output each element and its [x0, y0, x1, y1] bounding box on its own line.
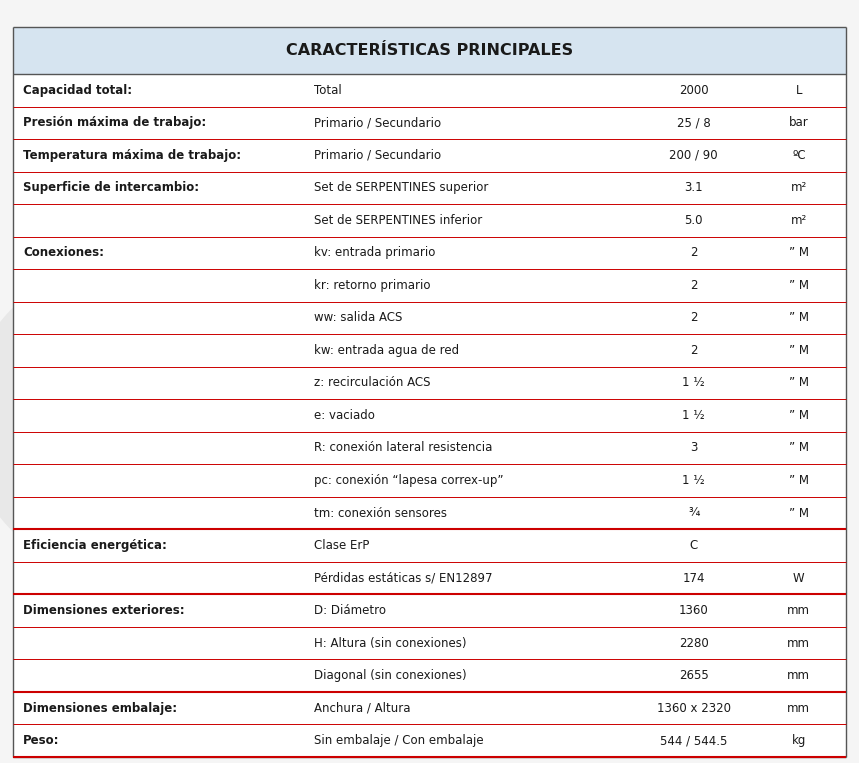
Text: mm: mm	[788, 604, 810, 617]
Text: H: Altura (sin conexiones): H: Altura (sin conexiones)	[314, 636, 466, 649]
Text: ” M: ” M	[789, 344, 809, 357]
Text: 3.1: 3.1	[685, 182, 703, 195]
Text: Temperatura máxima de trabajo:: Temperatura máxima de trabajo:	[23, 149, 241, 162]
Text: 2: 2	[690, 344, 698, 357]
Text: 2280: 2280	[679, 636, 709, 649]
Text: ºC: ºC	[792, 149, 806, 162]
Text: mm: mm	[788, 669, 810, 682]
Text: C: C	[690, 539, 698, 552]
Text: Primario / Secundario: Primario / Secundario	[314, 116, 441, 129]
Text: ” M: ” M	[789, 311, 809, 324]
Text: m²: m²	[791, 182, 807, 195]
Text: ” M: ” M	[789, 474, 809, 487]
Circle shape	[41, 319, 268, 520]
Circle shape	[0, 252, 344, 588]
Text: L: L	[795, 84, 802, 97]
Text: bar: bar	[789, 116, 808, 129]
Text: kg: kg	[792, 734, 806, 747]
Text: Total: Total	[314, 84, 341, 97]
Text: ” M: ” M	[789, 409, 809, 422]
Text: 3: 3	[690, 442, 698, 455]
Text: Pérdidas estáticas s/ EN12897: Pérdidas estáticas s/ EN12897	[314, 571, 492, 584]
Text: tm: conexión sensores: tm: conexión sensores	[314, 507, 447, 520]
Circle shape	[505, 319, 732, 520]
Text: CARACTERÍSTICAS PRINCIPALES: CARACTERÍSTICAS PRINCIPALES	[286, 43, 573, 58]
Text: 1360 x 2320: 1360 x 2320	[656, 702, 731, 715]
Text: Peso:: Peso:	[23, 734, 59, 747]
Text: 174: 174	[682, 571, 705, 584]
Text: 2: 2	[690, 311, 698, 324]
Text: 2000: 2000	[679, 84, 709, 97]
Text: Dimensiones exteriores:: Dimensiones exteriores:	[23, 604, 185, 617]
Text: ” M: ” M	[789, 507, 809, 520]
Text: mm: mm	[788, 636, 810, 649]
Text: 1 ½: 1 ½	[682, 376, 705, 389]
Text: e: vaciado: e: vaciado	[314, 409, 375, 422]
Text: 1360: 1360	[679, 604, 709, 617]
Text: Conexiones:: Conexiones:	[23, 246, 104, 259]
Text: Sin embalaje / Con embalaje: Sin embalaje / Con embalaje	[314, 734, 483, 747]
Text: mm: mm	[788, 702, 810, 715]
Text: Anchura / Altura: Anchura / Altura	[314, 702, 410, 715]
Text: ww: salida ACS: ww: salida ACS	[314, 311, 402, 324]
Text: 2: 2	[690, 246, 698, 259]
Text: Clase ErP: Clase ErP	[314, 539, 369, 552]
Text: ¾: ¾	[688, 507, 699, 520]
Text: 5.0: 5.0	[685, 214, 703, 227]
Text: kw: entrada agua de red: kw: entrada agua de red	[314, 344, 459, 357]
Text: kv: entrada primario: kv: entrada primario	[314, 246, 435, 259]
Text: m²: m²	[791, 214, 807, 227]
Text: ” M: ” M	[789, 246, 809, 259]
Text: 2: 2	[690, 279, 698, 292]
Text: Set de SERPENTINES inferior: Set de SERPENTINES inferior	[314, 214, 482, 227]
Text: D: Diámetro: D: Diámetro	[314, 604, 386, 617]
Text: Dimensiones embalaje:: Dimensiones embalaje:	[23, 702, 177, 715]
Text: Diagonal (sin conexiones): Diagonal (sin conexiones)	[314, 669, 466, 682]
Text: R: conexión lateral resistencia: R: conexión lateral resistencia	[314, 442, 492, 455]
Text: kr: retorno primario: kr: retorno primario	[314, 279, 430, 292]
Text: Set de SERPENTINES superior: Set de SERPENTINES superior	[314, 182, 488, 195]
Text: ” M: ” M	[789, 442, 809, 455]
Bar	[13, 27, 846, 74]
Text: Primario / Secundario: Primario / Secundario	[314, 149, 441, 162]
Text: 200 / 90: 200 / 90	[669, 149, 718, 162]
Text: z: recirculación ACS: z: recirculación ACS	[314, 376, 430, 389]
Text: 1 ½: 1 ½	[682, 474, 705, 487]
Text: 25 / 8: 25 / 8	[677, 116, 710, 129]
Text: 2655: 2655	[679, 669, 709, 682]
Text: ” M: ” M	[789, 279, 809, 292]
Text: W: W	[793, 571, 805, 584]
Text: Capacidad total:: Capacidad total:	[23, 84, 132, 97]
Text: 1 ½: 1 ½	[682, 409, 705, 422]
Text: Superficie de intercambio:: Superficie de intercambio:	[23, 182, 199, 195]
Text: 544 / 544.5: 544 / 544.5	[660, 734, 728, 747]
Text: pc: conexión “lapesa correx-up”: pc: conexión “lapesa correx-up”	[314, 474, 503, 487]
Text: Eficiencia energética:: Eficiencia energética:	[23, 539, 167, 552]
Text: ” M: ” M	[789, 376, 809, 389]
Text: Presión máxima de trabajo:: Presión máxima de trabajo:	[23, 116, 206, 129]
Circle shape	[430, 252, 807, 588]
